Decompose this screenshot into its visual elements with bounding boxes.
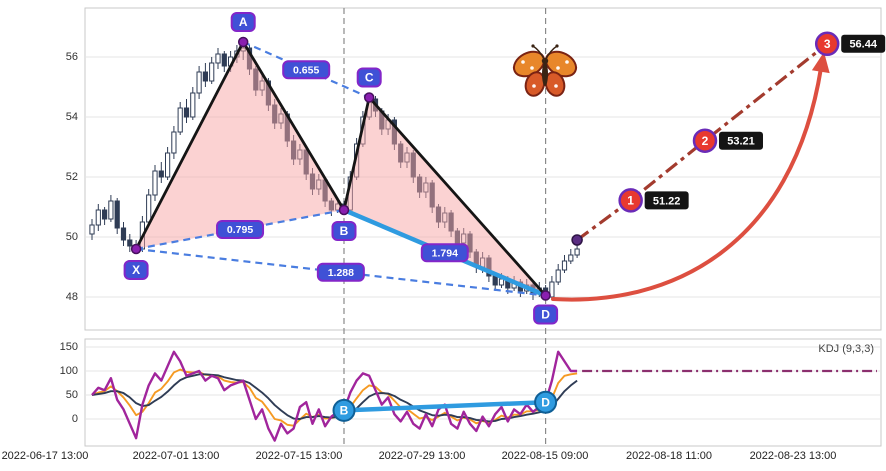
kdj-y-tick: 150	[59, 341, 78, 353]
pattern-point-D[interactable]	[540, 290, 551, 301]
svg-text:D: D	[541, 308, 550, 322]
candle	[108, 195, 114, 222]
candle	[568, 249, 574, 264]
pattern-point-A[interactable]	[237, 36, 249, 48]
svg-text:X: X	[132, 263, 140, 277]
kdj-indicator-label: KDJ (9,3,3)	[818, 343, 874, 355]
candle	[102, 207, 108, 225]
ratio-label-1-288[interactable]: 1.288	[316, 262, 365, 282]
candle	[202, 63, 209, 87]
pattern-edge-AB	[241, 41, 346, 211]
x-tick: 2022-08-23 13:00	[749, 450, 837, 462]
candle	[190, 87, 196, 120]
price-y-tick: 52	[65, 171, 78, 183]
candle	[152, 165, 158, 201]
candle	[221, 51, 227, 72]
projection-line	[576, 42, 829, 242]
svg-text:1.288: 1.288	[328, 267, 354, 279]
x-tick: 2022-07-29 13:00	[378, 450, 466, 462]
kdj-y-tick: 50	[65, 389, 78, 401]
target-marker-1[interactable]: 1	[618, 188, 643, 213]
candle	[549, 276, 555, 300]
x-tick: 2022-08-18 11:00	[625, 450, 713, 462]
pattern-edge-BC	[342, 97, 371, 211]
candle	[215, 48, 221, 69]
pattern-label-B[interactable]: B	[331, 221, 357, 241]
kdj-line-D	[91, 373, 578, 423]
pattern-edge-XA	[134, 41, 245, 250]
ratio-label-0-655[interactable]: 0.655	[282, 60, 331, 80]
svg-text:53.21: 53.21	[727, 136, 755, 148]
pattern-label-C[interactable]: C	[356, 67, 382, 88]
kdj-point-B[interactable]: B	[332, 398, 356, 422]
svg-text:B: B	[340, 404, 349, 418]
candle	[165, 147, 171, 180]
svg-text:C: C	[365, 71, 374, 85]
kdj-y-tick: 100	[59, 365, 78, 377]
x-tick: 2022-07-01 13:00	[132, 450, 220, 462]
pattern-label-X[interactable]: X	[123, 260, 149, 280]
candle	[89, 219, 95, 240]
candle	[196, 66, 202, 99]
x-tick: 2022-08-15 09:00	[501, 450, 589, 462]
pattern-label-D[interactable]: D	[533, 304, 559, 325]
target-marker-3[interactable]: 3	[814, 31, 840, 57]
svg-text:2: 2	[702, 134, 709, 148]
kdj-point-D[interactable]: D	[534, 390, 558, 414]
ratio-line-0-655	[242, 40, 370, 99]
candle	[561, 255, 568, 273]
price-y-tick: 48	[65, 291, 78, 303]
kdj-connector-line	[343, 399, 546, 413]
candle	[209, 57, 215, 84]
svg-text:51.22: 51.22	[653, 195, 681, 207]
pattern-label-A[interactable]: A	[230, 12, 256, 32]
butterfly-icon	[512, 44, 578, 97]
svg-text:56.44: 56.44	[849, 39, 877, 51]
price-y-tick: 54	[65, 111, 78, 123]
pattern-triangle-fill	[136, 42, 344, 249]
pattern-point-B[interactable]	[338, 204, 350, 216]
candle	[177, 102, 183, 135]
candle	[114, 198, 120, 234]
svg-text:1: 1	[627, 194, 634, 208]
target-marker-2[interactable]: 2	[692, 128, 718, 153]
svg-text:1.794: 1.794	[432, 247, 458, 259]
kdj-panel	[84, 338, 882, 447]
pattern-point-C[interactable]	[363, 92, 375, 103]
target-price-tag-2: 53.21	[718, 131, 763, 150]
pattern-point-X[interactable]	[130, 243, 142, 255]
candle	[95, 204, 101, 231]
svg-text:0.795: 0.795	[227, 224, 253, 236]
price-y-tick: 50	[65, 231, 78, 243]
svg-text:A: A	[239, 15, 248, 29]
curve-arrow	[551, 66, 823, 302]
svg-text:D: D	[541, 395, 550, 409]
candle	[158, 162, 164, 183]
candle	[555, 264, 561, 285]
pattern-triangle-fill	[344, 97, 546, 296]
ratio-label-0-795[interactable]: 0.795	[216, 220, 265, 239]
target-price-tag-1: 51.22	[644, 191, 689, 210]
candle	[127, 234, 133, 252]
candle	[120, 222, 127, 246]
pattern-edge-CD	[368, 96, 547, 297]
target-price-tag-3: 56.44	[841, 34, 886, 53]
svg-text:3: 3	[824, 37, 831, 51]
candle	[183, 99, 190, 123]
x-tick: 2022-06-17 13:00	[1, 450, 89, 462]
price-y-tick: 56	[65, 51, 78, 63]
kdj-y-tick: 0	[71, 413, 78, 425]
curve-arrowhead	[811, 52, 830, 74]
svg-text:B: B	[340, 224, 349, 238]
ratio-label-1-794[interactable]: 1.794	[420, 243, 469, 263]
x-tick: 2022-07-15 13:00	[255, 450, 343, 462]
svg-text:0.655: 0.655	[293, 64, 319, 76]
candle	[171, 126, 177, 159]
projection-start-dot[interactable]	[571, 234, 583, 246]
